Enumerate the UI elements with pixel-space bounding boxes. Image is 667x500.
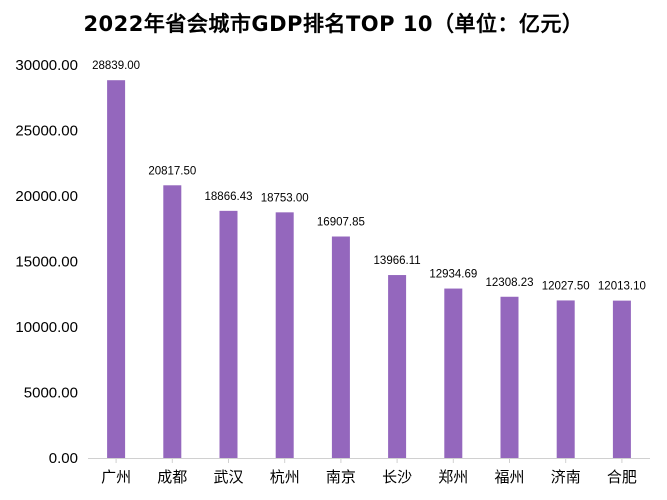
x-tick-label: 广州 — [101, 468, 131, 486]
y-tick-label: 5000.00 — [24, 385, 78, 402]
x-tick-label: 成都 — [157, 468, 187, 486]
x-tick-label: 杭州 — [270, 468, 300, 486]
data-label: 28839.00 — [92, 60, 140, 72]
data-label: 12013.10 — [598, 281, 646, 293]
y-tick-label: 0.00 — [49, 450, 78, 467]
x-tick-label: 福州 — [494, 468, 524, 486]
data-labels: 28839.00 20817.50 18866.43 18753.00 16907.85… — [92, 60, 646, 292]
bar — [556, 300, 575, 458]
y-axis: 0.00 5000.00 10000.00 15000.00 20000.00 25000… — [15, 57, 78, 467]
data-label: 20817.50 — [148, 165, 196, 177]
x-tick-label: 长沙 — [382, 468, 412, 486]
x-tick-label: 南京 — [326, 468, 356, 486]
bar — [331, 236, 350, 458]
y-tick-label: 25000.00 — [15, 123, 78, 140]
y-tick-label: 30000.00 — [15, 57, 78, 74]
data-label: 12027.50 — [542, 280, 590, 292]
y-tick-label: 20000.00 — [15, 188, 78, 205]
bar — [388, 275, 407, 458]
chart-title: 2022年省会城市GDP排名TOP 10（单位：亿元） — [83, 12, 584, 36]
x-tick-label: 合肥 — [607, 468, 637, 486]
data-label: 18866.43 — [205, 191, 253, 203]
data-label: 16907.85 — [317, 217, 365, 229]
bar — [107, 80, 126, 458]
bar — [444, 288, 463, 458]
bar — [612, 300, 631, 458]
x-tick-label: 济南 — [551, 468, 581, 486]
bar — [163, 185, 182, 458]
bar — [219, 210, 238, 458]
data-label: 18753.00 — [261, 192, 309, 204]
x-tick-label: 武汉 — [213, 468, 243, 486]
x-axis: 广州 成都 武汉 杭州 南京 长沙 郑州 福州 济南 合肥 — [88, 458, 650, 486]
data-label: 12934.69 — [429, 269, 477, 281]
y-tick-label: 15000.00 — [15, 254, 78, 271]
bar — [500, 296, 519, 458]
y-tick-label: 10000.00 — [15, 319, 78, 336]
data-label: 12308.23 — [486, 277, 534, 289]
data-label: 13966.11 — [374, 255, 421, 267]
bar — [275, 212, 294, 458]
x-tick-label: 郑州 — [438, 468, 468, 486]
bars — [107, 80, 631, 458]
